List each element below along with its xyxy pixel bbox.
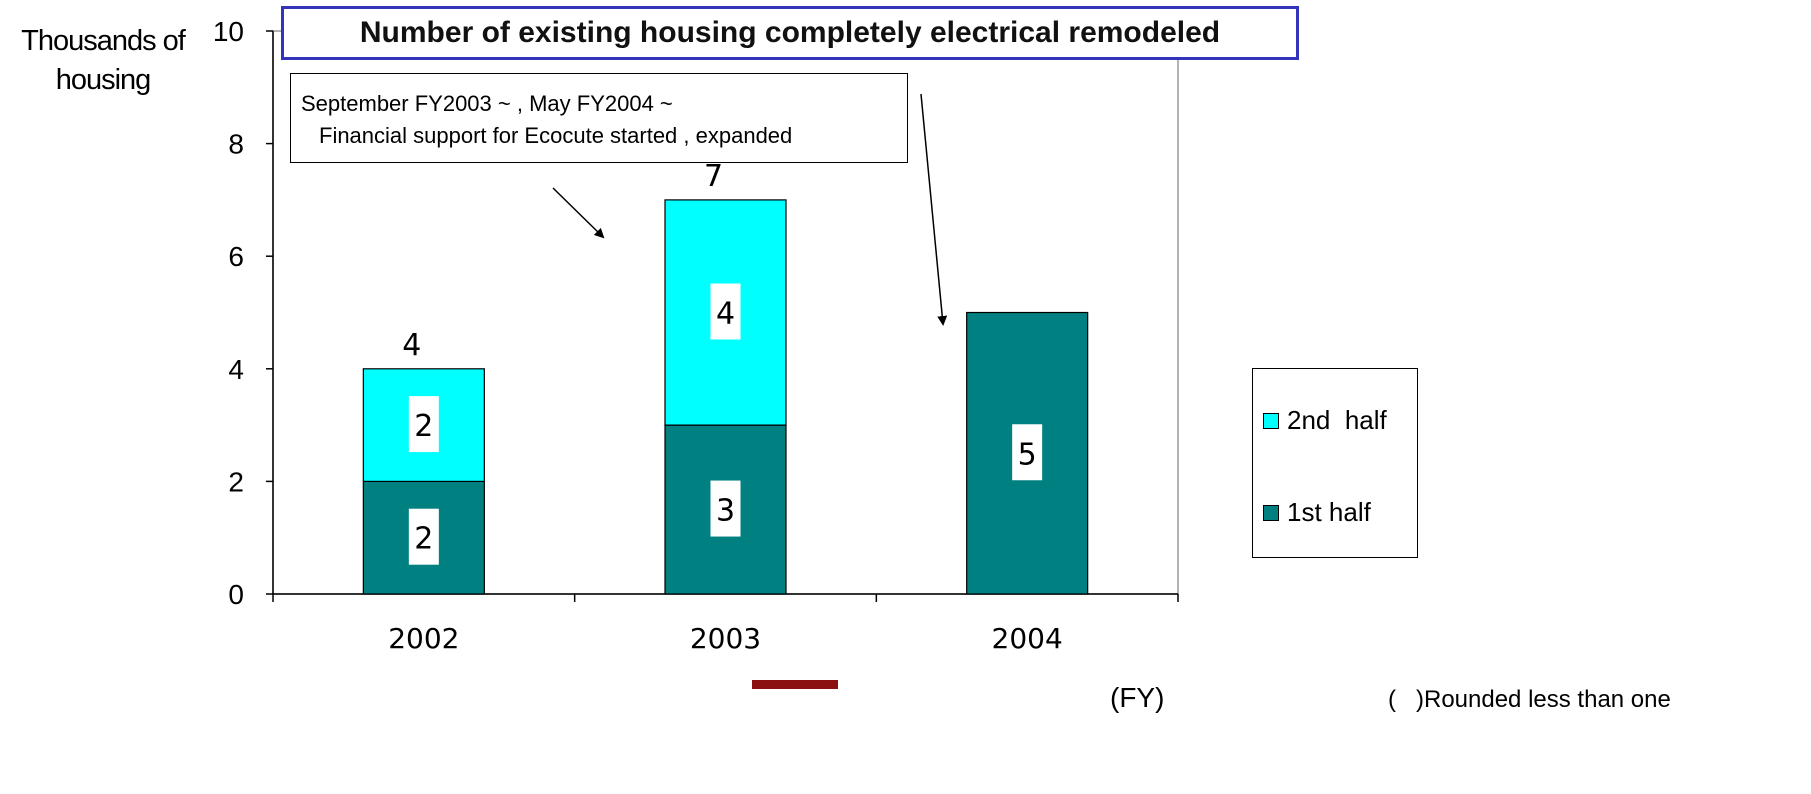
legend-label-1st-half: 1st half	[1287, 497, 1371, 527]
data-label: 3	[716, 494, 735, 529]
data-label-bg	[408, 508, 439, 565]
x-tick-label: 2002	[388, 622, 459, 655]
data-label: 5	[1018, 437, 1037, 472]
annotation-arrow-2004	[920, 93, 948, 326]
bar-labels: 2 2 4 3 4 7 5	[402, 159, 1043, 565]
y-tick-label: 10	[213, 16, 244, 47]
y-tick-label: 8	[228, 129, 244, 160]
y-tick-label: 4	[228, 354, 244, 385]
x-tick-label: 2003	[690, 622, 761, 655]
y-tick-label: 2	[228, 466, 244, 497]
data-label-bg	[1012, 424, 1043, 481]
x-axis-unit-label: (FY)	[1110, 682, 1165, 713]
x-tick-label: 2004	[992, 622, 1063, 655]
total-label: 4	[402, 328, 421, 363]
annotation-line-2: Financial support for Ecocute started , …	[319, 123, 793, 148]
legend-label-2nd-half: 2nd half	[1287, 405, 1387, 435]
data-label: 2	[414, 409, 433, 444]
legend-swatch-1st-half	[1263, 504, 1279, 521]
legend: 2nd half 1st half	[1252, 368, 1418, 558]
data-label: 4	[716, 297, 735, 332]
annotation-arrow-2003	[552, 187, 605, 239]
y-axis-label: Thousands of housing	[21, 25, 186, 96]
x-axis: 2002 2003 2004	[272, 593, 1179, 655]
legend-swatch-2nd-half	[1263, 412, 1279, 429]
y-tick-label: 0	[228, 579, 244, 610]
data-label-bg	[710, 480, 741, 537]
total-label: 7	[704, 159, 723, 194]
annotation-line-1: September FY2003 ~ , May FY2004 ~	[301, 91, 673, 116]
chart-title: Number of existing housing completely el…	[281, 6, 1299, 60]
annotation-box: September FY2003 ~ , May FY2004 ~ Financ…	[290, 73, 908, 163]
legend-item-2nd-half: 2nd half	[1263, 405, 1387, 436]
y-axis: 0 2 4 6 8 10	[213, 16, 274, 610]
legend-item-1st-half: 1st half	[1263, 497, 1371, 528]
decorative-bar	[752, 680, 838, 689]
data-label-bg	[408, 396, 439, 453]
data-label: 2	[414, 522, 433, 557]
y-tick-label: 6	[228, 241, 244, 272]
footnote: ( )Rounded less than one	[1388, 686, 1671, 713]
data-label-bg	[710, 283, 741, 340]
